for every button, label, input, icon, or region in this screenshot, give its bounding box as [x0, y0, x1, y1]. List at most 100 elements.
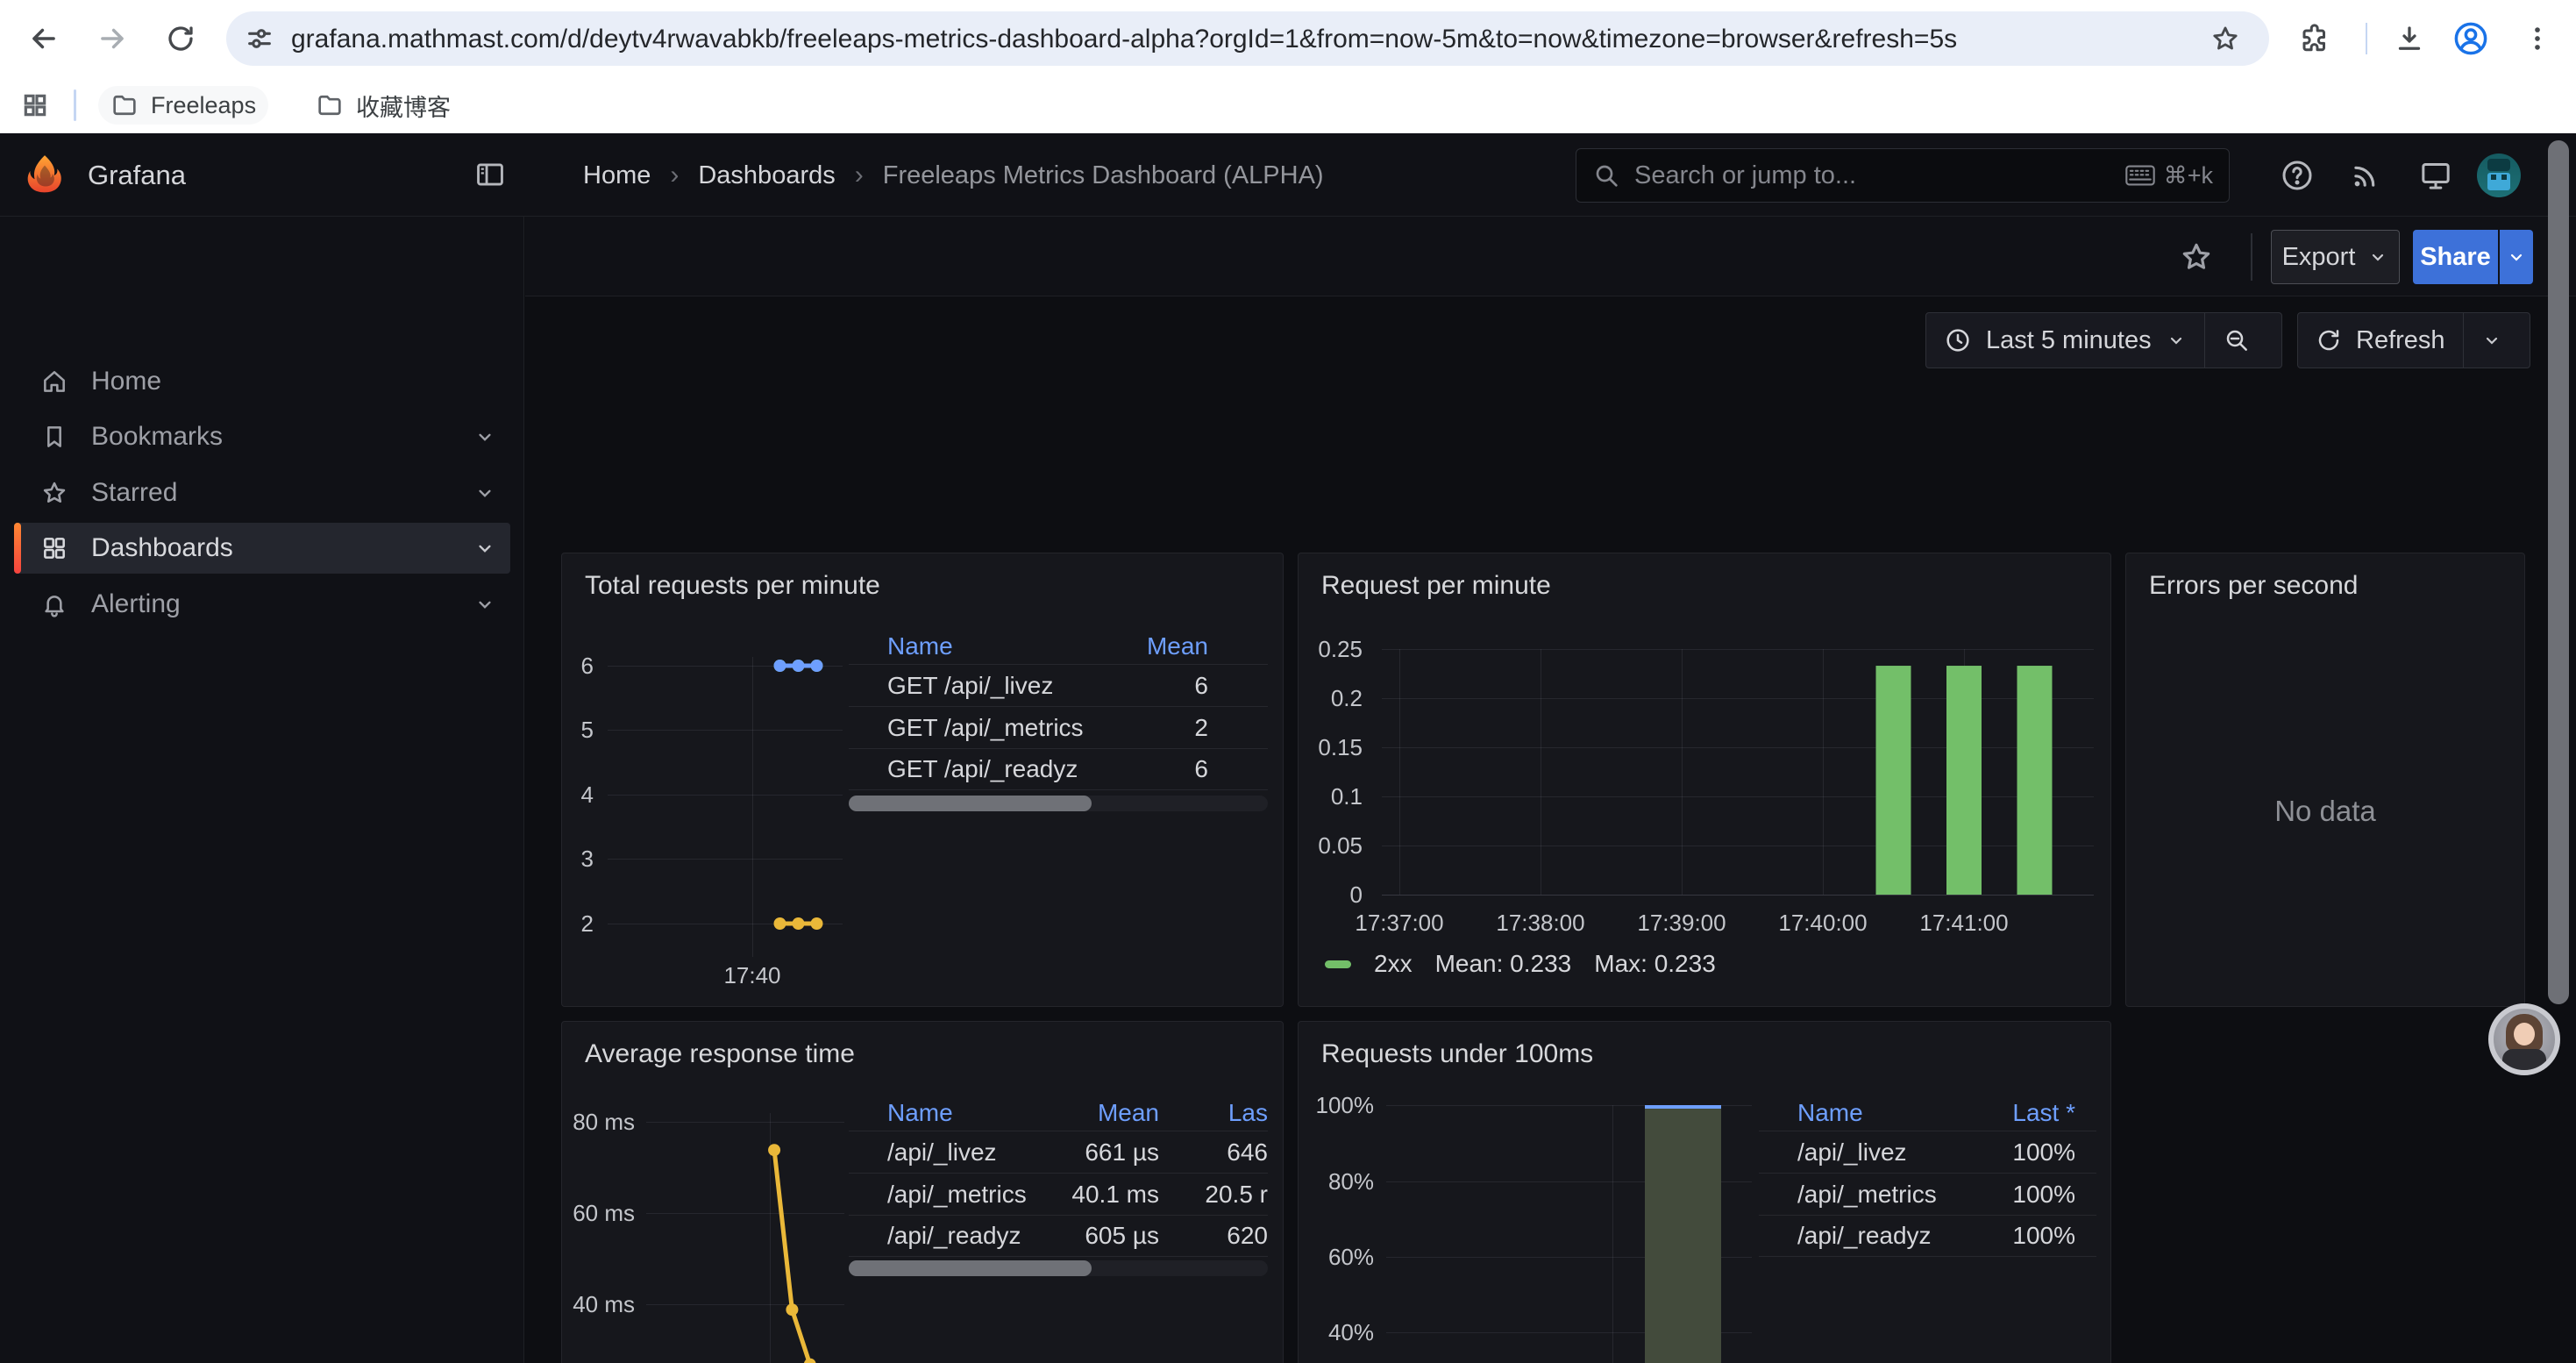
y-tick: 0.1 — [1330, 783, 1363, 810]
assistant-avatar[interactable] — [2488, 1003, 2560, 1075]
y-tick: 0.05 — [1318, 832, 1363, 859]
refresh-button[interactable]: Refresh — [2298, 313, 2463, 368]
page-scrollbar[interactable] — [2548, 140, 2569, 1004]
site-settings-icon[interactable] — [240, 19, 279, 58]
folder-icon — [113, 95, 136, 116]
time-range-button[interactable]: Last 5 minutes — [1926, 313, 2204, 368]
gridline — [1386, 1181, 1752, 1182]
breadcrumb-home[interactable]: Home — [583, 161, 651, 189]
avatar-face — [2514, 1023, 2535, 1045]
chevron-down-icon[interactable] — [473, 593, 496, 616]
sidebar-item-bookmarks[interactable]: Bookmarks — [14, 411, 510, 462]
chevron-down-icon — [2373, 253, 2384, 261]
sidebar-item-alerting[interactable]: Alerting — [14, 579, 510, 630]
chevron-down-icon[interactable] — [473, 537, 496, 560]
no-data-message: No data — [2274, 795, 2376, 827]
legend-col-last[interactable]: Las — [1228, 1099, 1268, 1126]
legend-col-mean[interactable]: Mean — [1097, 1099, 1159, 1126]
legend-row[interactable]: /api/_metrics 100% — [1759, 1173, 2096, 1215]
y-tick: 60% — [1327, 1244, 1374, 1270]
extensions-icon[interactable] — [2295, 19, 2334, 58]
keyboard-icon — [2124, 165, 2155, 186]
gridline — [646, 1122, 844, 1123]
search-input[interactable]: Search or jump to... ⌘+k — [1576, 148, 2230, 203]
sidebar-item-label: Bookmarks — [91, 422, 224, 451]
panel-errors-per-second[interactable]: Errors per second No data — [2125, 553, 2525, 1007]
forward-icon[interactable] — [93, 19, 132, 58]
legend-row[interactable]: /api/_livez 100% — [1759, 1131, 2096, 1173]
gridline — [752, 657, 753, 957]
user-avatar[interactable] — [2476, 153, 2522, 198]
reload-icon[interactable] — [161, 19, 200, 58]
series-name: 2xx — [1374, 950, 1413, 977]
y-tick: 4 — [580, 781, 594, 808]
legend-header: Name Last * — [1759, 1095, 2096, 1131]
legend-row[interactable]: /api/_livez 661 µs 646 — [849, 1131, 1268, 1173]
toolbar-divider — [2366, 23, 2367, 54]
bookmark-label: 收藏博客 — [356, 94, 451, 121]
breadcrumb-dashboards[interactable]: Dashboards — [698, 161, 836, 189]
legend-col-last[interactable]: Last * — [2012, 1099, 2075, 1126]
legend-col-name[interactable]: Name — [887, 1099, 953, 1126]
series-mean: Mean: 0.233 — [1434, 950, 1572, 977]
dock-menu-icon[interactable] — [473, 158, 507, 191]
y-tick: 40 ms — [573, 1291, 635, 1317]
legend[interactable]: 2xx Mean: 0.233 Max: 0.233 — [1325, 950, 1716, 978]
legend-row[interactable]: GET /api/_metrics 2 — [849, 706, 1268, 748]
dashboard-canvas: Last 5 minutes Refresh Total requests pe… — [525, 296, 2576, 1363]
legend-row[interactable]: GET /api/_livez 6 — [849, 664, 1268, 706]
share-menu-button[interactable] — [2500, 230, 2533, 284]
dashboard-actions-bar: Export Share — [525, 217, 2576, 296]
scrollbar-thumb[interactable] — [849, 796, 1092, 811]
chevron-down-icon[interactable] — [473, 482, 496, 504]
favorite-star-icon[interactable] — [2175, 236, 2217, 278]
gridline — [646, 1213, 844, 1214]
panel-request-per-minute[interactable]: Request per minute 0.25 0.2 0.15 0.1 0.0… — [1298, 553, 2111, 1007]
panel-title: Average response time — [585, 1039, 855, 1068]
url-bar[interactable]: grafana.mathmast.com/d/deytv4rwavabkb/fr… — [226, 11, 2269, 66]
legend-scrollbar[interactable] — [849, 1260, 1268, 1276]
scrollbar-thumb[interactable] — [849, 1260, 1092, 1276]
y-tick: 60 ms — [573, 1200, 635, 1226]
back-icon[interactable] — [25, 19, 63, 58]
monitor-icon[interactable] — [2413, 153, 2459, 198]
bookmark-folder-freeleaps[interactable]: Freeleaps — [98, 86, 269, 125]
legend-row[interactable]: /api/_metrics 40.1 ms 20.5 r — [849, 1173, 1268, 1215]
browser-menu-icon[interactable] — [2518, 19, 2557, 58]
share-button[interactable]: Share — [2413, 230, 2498, 284]
bookmark-folder-blogs[interactable]: 收藏博客 — [303, 86, 463, 125]
legend-row[interactable]: GET /api/_readyz 6 — [849, 748, 1268, 790]
y-tick: 40% — [1327, 1319, 1374, 1345]
news-rss-icon[interactable] — [2343, 153, 2388, 198]
sidebar-item-dashboards[interactable]: Dashboards — [14, 523, 510, 574]
legend-col-name[interactable]: Name — [887, 632, 953, 660]
legend-col-name[interactable]: Name — [1797, 1099, 1863, 1126]
refresh-interval-button[interactable] — [2464, 313, 2520, 368]
grafana-logo[interactable] — [23, 153, 67, 196]
legend-row[interactable]: /api/_readyz 605 µs 620 — [849, 1215, 1268, 1257]
search-icon — [1596, 165, 1618, 187]
legend-row[interactable]: /api/_readyz 100% — [1759, 1215, 2096, 1257]
legend-col-mean[interactable]: Mean — [1146, 632, 1208, 660]
profile-avatar-icon[interactable] — [2451, 19, 2490, 58]
zoom-out-button[interactable] — [2205, 313, 2268, 368]
divider — [2462, 313, 2464, 368]
export-button[interactable]: Export — [2271, 230, 2400, 284]
help-icon[interactable] — [2274, 153, 2320, 198]
url-text[interactable]: grafana.mathmast.com/d/deytv4rwavabkb/fr… — [291, 25, 1958, 54]
downloads-icon[interactable] — [2390, 19, 2429, 58]
panel-title: Errors per second — [2149, 571, 2359, 600]
sidebar-item-home[interactable]: Home — [14, 356, 510, 407]
y-tick: 0.25 — [1318, 636, 1363, 662]
folder-icon — [318, 95, 341, 116]
panel-avg-response-time[interactable]: Average response time 80 ms 60 ms 40 ms … — [561, 1021, 1284, 1363]
sidebar-item-starred[interactable]: Starred — [14, 467, 510, 518]
legend-scrollbar[interactable] — [849, 796, 1268, 811]
chevron-down-icon — [2486, 337, 2497, 345]
panel-total-requests[interactable]: Total requests per minute 6 5 4 3 2 17:4… — [561, 553, 1284, 1007]
bookmark-star-icon[interactable] — [2206, 19, 2245, 58]
chevron-down-icon[interactable] — [473, 425, 496, 448]
apps-grid-icon[interactable] — [16, 86, 54, 125]
gridline — [1682, 649, 1683, 895]
panel-under-100ms[interactable]: Requests under 100ms 100% 80% 60% 40% 20… — [1298, 1021, 2111, 1363]
